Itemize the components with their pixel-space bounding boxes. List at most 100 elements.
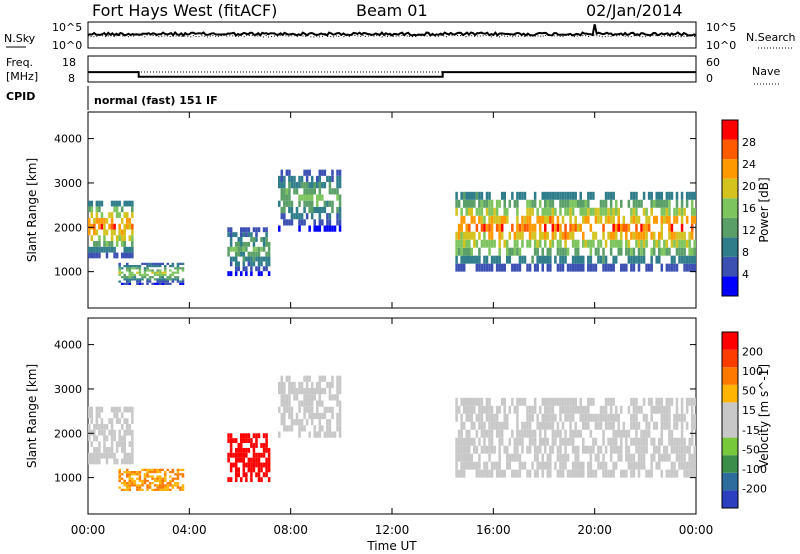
velocity-cell <box>255 433 258 439</box>
power-cell <box>242 246 246 252</box>
velocity-cell <box>475 429 479 438</box>
velocity-cell <box>511 453 514 462</box>
power-cell <box>331 225 334 232</box>
velocity-cell <box>571 397 575 406</box>
power-cell <box>582 207 585 216</box>
power-cell <box>693 215 696 224</box>
velocity-cell <box>115 406 119 413</box>
power-cell <box>516 247 519 256</box>
velocity-cell <box>338 388 342 395</box>
velocity-cell <box>635 429 638 438</box>
velocity-cell <box>278 381 281 389</box>
velocity-cell <box>131 447 134 453</box>
colorbar-tick-label: 4 <box>742 268 749 281</box>
power-cell <box>126 278 129 281</box>
velocity-cell <box>123 452 126 459</box>
power-cell <box>257 256 261 262</box>
velocity-cell <box>138 475 142 478</box>
power-cell <box>234 261 238 267</box>
colorbar-tick-label: 200 <box>742 346 763 359</box>
x-tick-label: 04:00 <box>172 523 207 537</box>
velocity-cell <box>234 447 238 453</box>
velocity-cell <box>288 412 291 420</box>
power-cell <box>110 200 114 207</box>
power-cell <box>490 223 494 232</box>
velocity-cell <box>131 479 134 483</box>
power-cell <box>250 266 253 272</box>
power-cell <box>612 239 615 248</box>
velocity-cell <box>630 461 633 470</box>
velocity-cell <box>538 461 542 470</box>
power-cell <box>100 246 104 253</box>
power-cell <box>574 247 577 256</box>
power-cell <box>115 235 119 242</box>
velocity-cell <box>338 406 342 413</box>
power-cell <box>554 191 557 200</box>
power-cell <box>498 215 501 224</box>
power-cell <box>260 271 263 277</box>
velocity-cell <box>574 469 577 478</box>
power-cell <box>650 263 653 272</box>
velocity-cell <box>564 397 567 406</box>
velocity-cell <box>234 438 238 444</box>
velocity-cell <box>148 482 152 485</box>
power-cell <box>166 282 170 285</box>
velocity-cell <box>665 445 669 454</box>
power-cell <box>533 247 537 256</box>
power-cell <box>668 199 671 208</box>
power-cell <box>326 200 329 207</box>
power-cell <box>521 215 524 224</box>
velocity-cell <box>310 394 314 401</box>
velocity-cell <box>587 469 590 478</box>
power-cell <box>126 246 129 253</box>
power-cell <box>148 280 152 283</box>
power-cell <box>632 247 636 256</box>
velocity-cell <box>627 453 631 462</box>
power-cell <box>693 247 696 256</box>
velocity-cell <box>146 470 149 474</box>
power-cell <box>234 251 238 257</box>
power-cell <box>98 206 101 213</box>
power-cell <box>316 194 319 201</box>
velocity-cell <box>171 468 175 471</box>
velocity-cell <box>143 473 147 476</box>
velocity-cell <box>670 429 674 438</box>
power-cell <box>118 264 121 268</box>
velocity-cell <box>660 437 664 446</box>
power-cell <box>559 255 562 264</box>
velocity-cell <box>310 406 314 413</box>
velocity-cell <box>250 443 253 448</box>
velocity-cell <box>161 486 164 489</box>
power-cell <box>584 207 588 216</box>
velocity-cell <box>668 405 671 414</box>
power-cell <box>252 237 256 242</box>
velocity-cell <box>609 421 613 430</box>
power-cell <box>146 264 149 268</box>
power-cell <box>635 239 638 248</box>
power-cell <box>305 188 309 195</box>
velocity-cell <box>521 437 524 446</box>
velocity-cell <box>551 437 555 446</box>
power-cell <box>614 231 618 240</box>
power-cell <box>652 199 656 208</box>
power-cell <box>470 191 474 200</box>
power-cell <box>495 207 499 216</box>
velocity-cell <box>128 473 132 476</box>
velocity-cell <box>257 462 261 468</box>
power-cell <box>128 217 132 224</box>
nave-tick-bottom: 0 <box>706 72 713 85</box>
velocity-cell <box>288 406 291 413</box>
power-cell <box>551 215 555 224</box>
power-cell <box>612 255 615 264</box>
power-cell <box>146 282 149 285</box>
velocity-cell <box>549 421 552 430</box>
velocity-cell <box>650 469 653 478</box>
velocity-cell <box>637 453 641 462</box>
velocity-cell <box>146 488 149 491</box>
power-cell <box>635 191 638 200</box>
velocity-cell <box>640 461 643 470</box>
power-cell <box>490 199 494 208</box>
power-cell <box>561 215 565 224</box>
velocity-cell <box>478 405 481 414</box>
power-cell <box>123 276 126 279</box>
